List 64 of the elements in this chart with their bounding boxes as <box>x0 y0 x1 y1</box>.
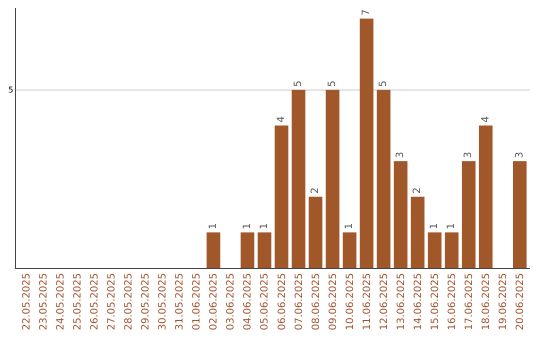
x-tick-label: 12.06.2025 <box>378 273 390 330</box>
x-tick-label: 11.06.2025 <box>362 273 373 330</box>
x-tick-label: 14.06.2025 <box>412 273 424 330</box>
bar <box>258 232 272 268</box>
bar <box>292 90 306 268</box>
bar <box>444 232 459 268</box>
data-label: 1 <box>208 223 219 230</box>
bar <box>376 90 390 268</box>
x-tick-label: 17.06.2025 <box>464 273 475 330</box>
x-tick-label: 30.05.2025 <box>158 273 169 330</box>
x-tick-label: 31.05.2025 <box>174 273 186 330</box>
bar <box>410 196 424 268</box>
x-tick-label: 06.06.2025 <box>276 273 288 330</box>
x-tick-label: 01.06.2025 <box>192 273 203 330</box>
x-tick-label: 15.06.2025 <box>430 273 441 330</box>
data-label: 3 <box>395 152 406 158</box>
x-tick-label: 20.06.2025 <box>515 273 526 330</box>
bar <box>428 232 442 268</box>
bar <box>462 161 476 268</box>
x-tick-label: 05.06.2025 <box>260 273 271 330</box>
x-tick-label: 10.06.2025 <box>344 273 356 330</box>
x-tick-label: 24.05.2025 <box>56 273 66 330</box>
x-tick-label: 19.06.2025 <box>498 273 510 330</box>
bar <box>478 126 493 268</box>
x-tick-label: 25.05.2025 <box>72 273 84 330</box>
x-tick-label: 22.05.2025 <box>21 273 32 330</box>
x-tick-label: 28.05.2025 <box>124 273 135 330</box>
data-label: 7 <box>361 9 372 16</box>
data-label: 5 <box>378 80 390 87</box>
x-tick-label: 04.06.2025 <box>242 273 254 330</box>
x-tick-label: 02.06.2025 <box>208 273 220 330</box>
x-tick-label: 23.05.2025 <box>38 273 50 330</box>
data-label: 4 <box>480 116 492 123</box>
bar <box>360 18 374 268</box>
x-tick-label: 03.06.2025 <box>226 273 237 330</box>
x-tick-label: 29.05.2025 <box>140 273 152 330</box>
bar <box>342 232 356 268</box>
bar <box>512 161 527 268</box>
bar <box>326 90 340 268</box>
x-tick-label: 13.06.2025 <box>396 273 407 330</box>
data-label: 1 <box>258 223 270 230</box>
x-tick-label: 07.06.2025 <box>294 273 305 330</box>
data-label: 3 <box>514 152 526 158</box>
data-label: 1 <box>242 223 253 230</box>
x-tick-label: 26.05.2025 <box>90 273 101 330</box>
data-label: 3 <box>463 152 474 158</box>
bar <box>240 232 254 268</box>
x-tick-label: 08.06.2025 <box>310 273 322 330</box>
bar <box>274 126 288 268</box>
data-label: 1 <box>344 223 356 230</box>
bar <box>308 196 322 268</box>
data-label: 2 <box>310 187 322 194</box>
data-label: 1 <box>446 223 458 230</box>
data-label: 4 <box>276 116 288 123</box>
data-label: 5 <box>293 80 304 87</box>
bar <box>206 232 220 268</box>
bar <box>394 161 408 268</box>
x-tick-label: 27.05.2025 <box>106 273 118 330</box>
data-label: 5 <box>327 80 338 87</box>
x-tick-label: 18.06.2025 <box>481 273 492 330</box>
x-tick-label: 09.06.2025 <box>328 273 339 330</box>
data-label: 1 <box>429 223 440 230</box>
x-tick-label: 16.06.2025 <box>446 273 458 330</box>
data-label: 2 <box>412 187 424 194</box>
